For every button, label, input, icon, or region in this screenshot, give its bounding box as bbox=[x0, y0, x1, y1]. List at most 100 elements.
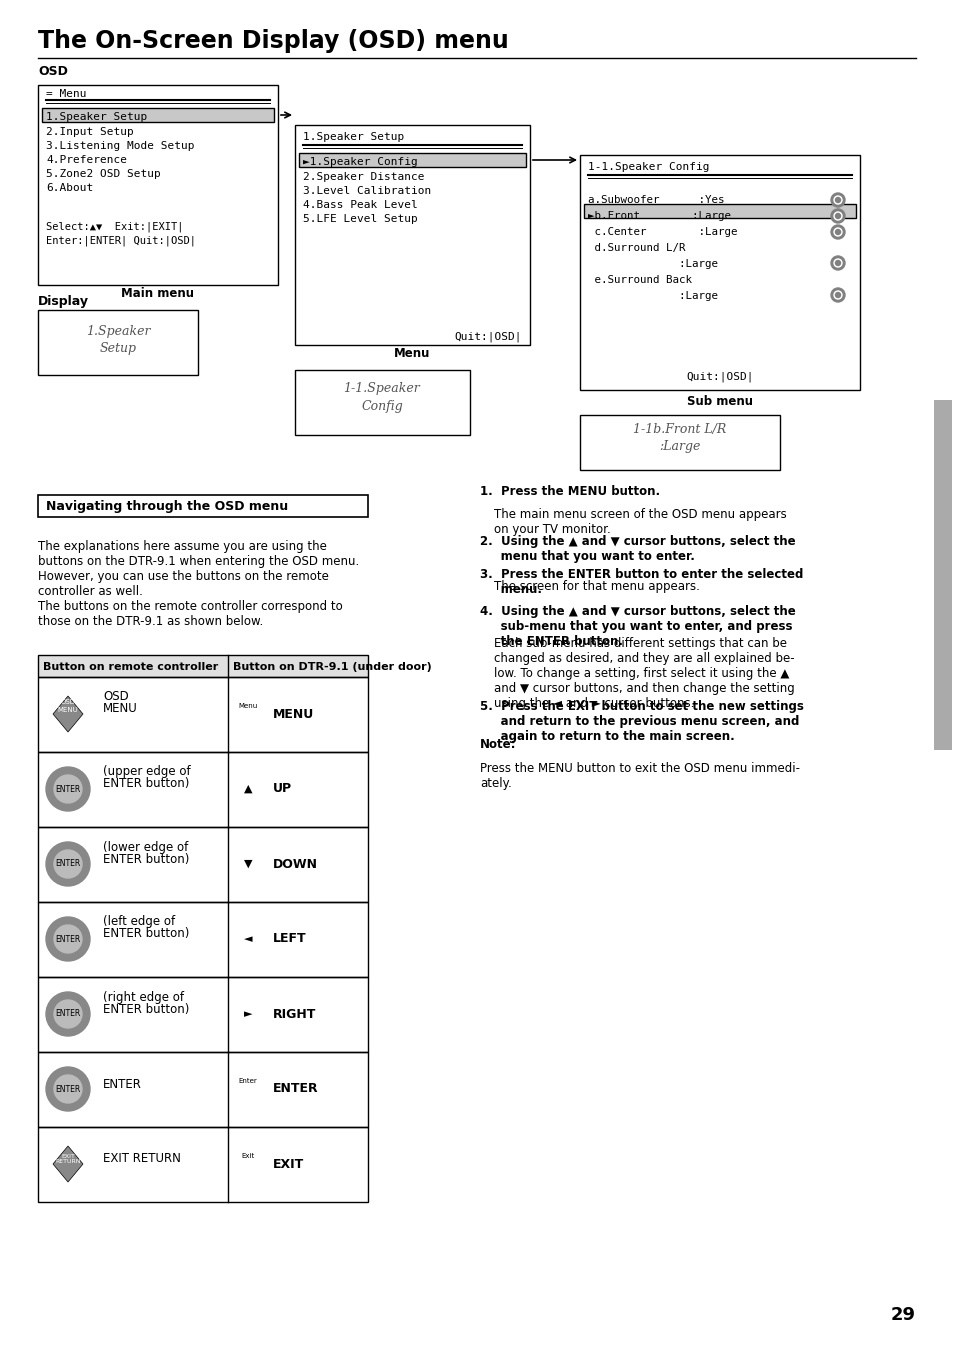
Text: :Large: :Large bbox=[587, 290, 718, 301]
Bar bbox=[38, 655, 368, 677]
Circle shape bbox=[835, 293, 840, 297]
Text: EXIT RETURN: EXIT RETURN bbox=[103, 1152, 181, 1166]
Text: 4.Preference: 4.Preference bbox=[46, 155, 127, 165]
Bar bbox=[38, 677, 368, 753]
Polygon shape bbox=[53, 696, 83, 732]
Text: 5.Zone2 OSD Setup: 5.Zone2 OSD Setup bbox=[46, 169, 161, 178]
Circle shape bbox=[835, 230, 840, 235]
Text: 2.Speaker Distance: 2.Speaker Distance bbox=[303, 172, 424, 182]
Bar bbox=[38, 902, 368, 977]
Text: Enter:|ENTER| Quit:|OSD|: Enter:|ENTER| Quit:|OSD| bbox=[46, 235, 195, 246]
Text: (lower edge of: (lower edge of bbox=[103, 840, 188, 854]
Text: 3.Level Calibration: 3.Level Calibration bbox=[303, 186, 431, 196]
Circle shape bbox=[833, 259, 841, 267]
Circle shape bbox=[835, 197, 840, 203]
Text: Config: Config bbox=[361, 400, 402, 413]
Bar bbox=[38, 827, 368, 902]
Text: 3.  Press the ENTER button to enter the selected
     menu.: 3. Press the ENTER button to enter the s… bbox=[479, 567, 802, 596]
Text: Menu: Menu bbox=[238, 703, 257, 709]
Text: Quit:|OSD|: Quit:|OSD| bbox=[454, 332, 521, 343]
Bar bbox=[294, 370, 470, 435]
Text: Button on remote controller: Button on remote controller bbox=[43, 662, 218, 671]
Text: ENTER button): ENTER button) bbox=[103, 1002, 190, 1016]
Text: ▼: ▼ bbox=[244, 859, 252, 869]
Text: :Large: :Large bbox=[587, 259, 718, 269]
Text: 2.Input Setup: 2.Input Setup bbox=[46, 127, 133, 136]
Bar bbox=[38, 309, 198, 376]
Bar bbox=[38, 977, 368, 1052]
Circle shape bbox=[46, 917, 90, 961]
Text: e.Surround Back: e.Surround Back bbox=[587, 276, 691, 285]
Text: Menu: Menu bbox=[394, 347, 430, 359]
Text: 1.Speaker: 1.Speaker bbox=[86, 326, 150, 338]
Circle shape bbox=[54, 850, 82, 878]
Text: MENU: MENU bbox=[103, 703, 137, 716]
Circle shape bbox=[835, 213, 840, 219]
Text: ENTER button): ENTER button) bbox=[103, 777, 190, 790]
Text: Select:▲▼  Exit:|EXIT|: Select:▲▼ Exit:|EXIT| bbox=[46, 222, 183, 232]
Text: Button on DTR-9.1 (under door): Button on DTR-9.1 (under door) bbox=[233, 662, 432, 671]
Text: EXIT: EXIT bbox=[273, 1158, 304, 1170]
Text: ENTER: ENTER bbox=[55, 1009, 81, 1019]
Text: 1-1.Speaker: 1-1.Speaker bbox=[343, 382, 420, 394]
Text: = Menu: = Menu bbox=[46, 89, 87, 99]
Circle shape bbox=[46, 1067, 90, 1111]
Polygon shape bbox=[53, 1146, 83, 1182]
Circle shape bbox=[833, 196, 841, 204]
Circle shape bbox=[830, 209, 844, 223]
Text: MENU: MENU bbox=[273, 708, 314, 720]
Text: The explanations here assume you are using the
buttons on the DTR-9.1 when enter: The explanations here assume you are usi… bbox=[38, 540, 359, 628]
Text: 1.Speaker Setup: 1.Speaker Setup bbox=[303, 132, 404, 142]
Circle shape bbox=[54, 1075, 82, 1102]
Circle shape bbox=[46, 767, 90, 811]
Circle shape bbox=[833, 290, 841, 299]
Text: 1-1.Speaker Config: 1-1.Speaker Config bbox=[587, 162, 709, 172]
Circle shape bbox=[830, 288, 844, 303]
Text: OSD: OSD bbox=[38, 65, 68, 78]
Circle shape bbox=[830, 193, 844, 207]
Circle shape bbox=[833, 212, 841, 220]
Text: OSD: OSD bbox=[103, 690, 129, 704]
Text: 29: 29 bbox=[890, 1306, 915, 1324]
Text: EXIT
RETURN: EXIT RETURN bbox=[55, 1154, 81, 1165]
Text: ENTER button): ENTER button) bbox=[103, 852, 190, 866]
Text: ENTER: ENTER bbox=[55, 785, 81, 793]
Text: Setup: Setup bbox=[99, 342, 136, 355]
Text: DOWN: DOWN bbox=[273, 858, 317, 870]
Text: Quit:|OSD|: Quit:|OSD| bbox=[685, 372, 753, 382]
Text: :Large: :Large bbox=[659, 440, 700, 453]
Text: The main menu screen of the OSD menu appears
on your TV monitor.: The main menu screen of the OSD menu app… bbox=[494, 508, 786, 536]
Text: RIGHT: RIGHT bbox=[273, 1008, 316, 1020]
Text: ENTER: ENTER bbox=[55, 1085, 81, 1093]
Text: ►: ► bbox=[244, 1009, 252, 1019]
Text: Navigating through the OSD menu: Navigating through the OSD menu bbox=[46, 500, 288, 513]
Text: 4.Bass Peak Level: 4.Bass Peak Level bbox=[303, 200, 417, 209]
Text: OSD
MENU: OSD MENU bbox=[57, 700, 78, 712]
Text: ►1.Speaker Config: ►1.Speaker Config bbox=[303, 157, 417, 168]
Bar bbox=[38, 494, 368, 517]
Circle shape bbox=[54, 775, 82, 802]
Bar bbox=[38, 85, 277, 285]
Text: a.Subwoofer      :Yes: a.Subwoofer :Yes bbox=[587, 195, 723, 205]
Circle shape bbox=[54, 1000, 82, 1028]
Text: Display: Display bbox=[38, 295, 89, 308]
Text: 4.  Using the ▲ and ▼ cursor buttons, select the
     sub-menu that you want to : 4. Using the ▲ and ▼ cursor buttons, sel… bbox=[479, 605, 795, 648]
Text: LEFT: LEFT bbox=[273, 932, 306, 946]
Text: (upper edge of: (upper edge of bbox=[103, 766, 191, 778]
Text: ◄: ◄ bbox=[244, 934, 252, 944]
Text: The screen for that menu appears.: The screen for that menu appears. bbox=[494, 580, 700, 593]
Text: Sub menu: Sub menu bbox=[686, 394, 752, 408]
Text: 1-1b.Front L/R: 1-1b.Front L/R bbox=[633, 423, 726, 436]
Bar bbox=[583, 204, 855, 218]
Text: 6.About: 6.About bbox=[46, 182, 93, 193]
Bar bbox=[294, 126, 530, 345]
Bar bbox=[38, 1052, 368, 1127]
Bar bbox=[579, 415, 780, 470]
Circle shape bbox=[835, 261, 840, 266]
Text: Note:: Note: bbox=[479, 738, 516, 751]
Text: 1.Speaker Setup: 1.Speaker Setup bbox=[46, 112, 147, 122]
Circle shape bbox=[46, 842, 90, 886]
Bar bbox=[933, 400, 951, 750]
Circle shape bbox=[54, 925, 82, 952]
Bar bbox=[579, 155, 859, 390]
